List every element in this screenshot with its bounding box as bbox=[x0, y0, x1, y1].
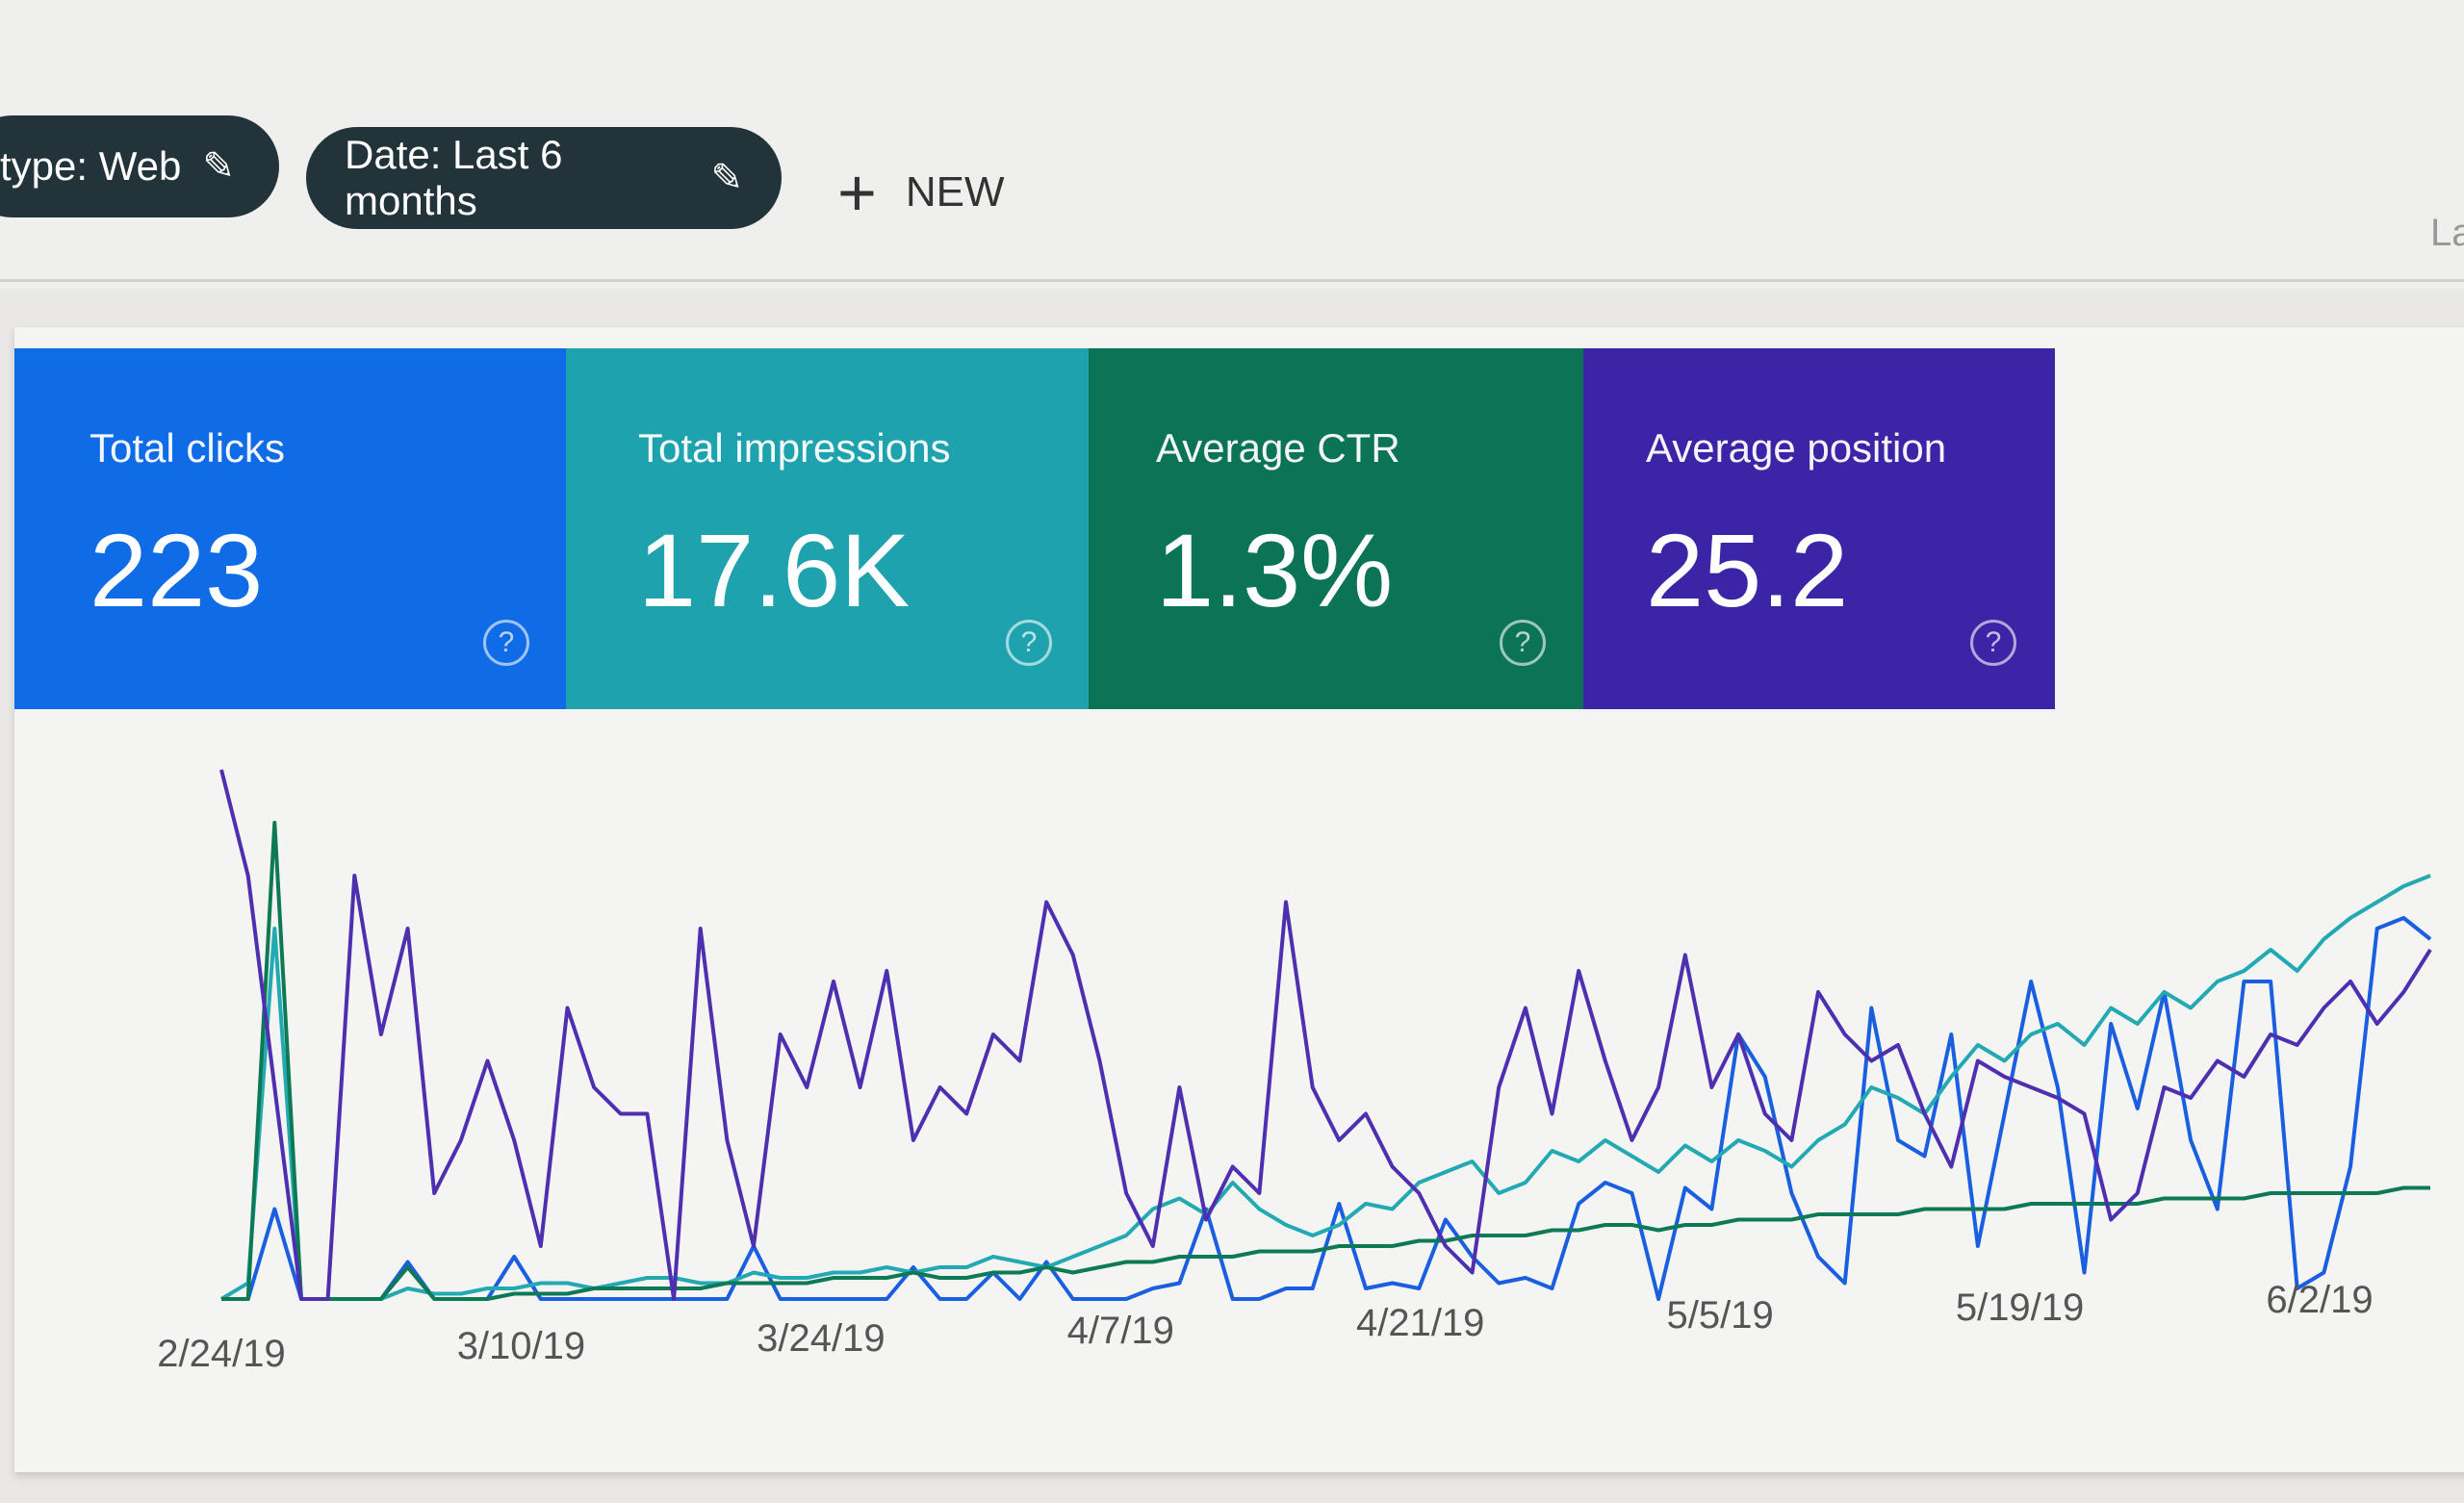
metric-card-average-position[interactable]: Average position 25.2 ? bbox=[1583, 348, 2055, 709]
x-tick-label: 4/7/19 bbox=[1067, 1310, 1174, 1352]
pencil-icon[interactable]: ✎ bbox=[710, 157, 743, 199]
clipped-text: La bbox=[2430, 212, 2464, 254]
filter-chip-type[interactable]: type: Web ✎ bbox=[0, 115, 279, 217]
metric-label: Average CTR bbox=[1156, 425, 1400, 471]
plus-icon: + bbox=[837, 155, 877, 230]
metric-value: 1.3% bbox=[1156, 512, 1394, 628]
metric-card-average-ctr[interactable]: Average CTR 1.3% ? bbox=[1089, 348, 1584, 709]
filter-bar: type: Web ✎ Date: Last 6 months ✎ + NEW … bbox=[0, 0, 2464, 289]
new-button-label: NEW bbox=[905, 168, 1005, 216]
help-icon[interactable]: ? bbox=[1006, 620, 1052, 666]
divider bbox=[0, 279, 2464, 282]
filter-chip-date[interactable]: Date: Last 6 months ✎ bbox=[306, 127, 782, 229]
pencil-icon[interactable]: ✎ bbox=[202, 145, 235, 188]
metric-card-total-impressions[interactable]: Total impressions 17.6K ? bbox=[566, 348, 1091, 709]
metric-label: Total clicks bbox=[90, 425, 286, 471]
x-tick-label: 5/5/19 bbox=[1667, 1294, 1774, 1337]
series-line-position bbox=[219, 769, 2432, 1301]
x-tick-label: 4/21/19 bbox=[1356, 1302, 1484, 1344]
filter-chip-label: type: Web bbox=[0, 143, 182, 189]
metric-card-total-clicks[interactable]: Total clicks 223 ? bbox=[14, 348, 568, 709]
metric-label: Total impressions bbox=[638, 425, 951, 471]
series-line-clicks bbox=[221, 916, 2432, 1301]
help-icon[interactable]: ? bbox=[1970, 620, 2016, 666]
help-icon[interactable]: ? bbox=[483, 620, 529, 666]
filter-chip-label: Date: Last 6 months bbox=[345, 132, 563, 223]
x-tick-label: 6/2/19 bbox=[2266, 1279, 2373, 1321]
series-line-impressions bbox=[219, 874, 2431, 1301]
metric-value: 223 bbox=[90, 512, 264, 628]
x-tick-label: 3/24/19 bbox=[757, 1317, 885, 1360]
metric-value: 17.6K bbox=[638, 512, 911, 628]
performance-chart: 2/24/19 3/10/19 3/24/19 4/7/19 4/21/19 5/5/19… bbox=[157, 769, 2432, 1375]
x-tick-label: 3/10/19 bbox=[457, 1325, 585, 1367]
new-filter-button[interactable]: + NEW bbox=[837, 159, 1005, 226]
x-tick-label: 5/19/19 bbox=[1956, 1286, 2084, 1329]
metric-value: 25.2 bbox=[1646, 512, 1849, 628]
help-icon[interactable]: ? bbox=[1500, 620, 1546, 666]
x-tick-label: 2/24/19 bbox=[157, 1333, 285, 1375]
metric-label: Average position bbox=[1646, 425, 1947, 471]
series-line-ctr bbox=[221, 821, 2430, 1301]
